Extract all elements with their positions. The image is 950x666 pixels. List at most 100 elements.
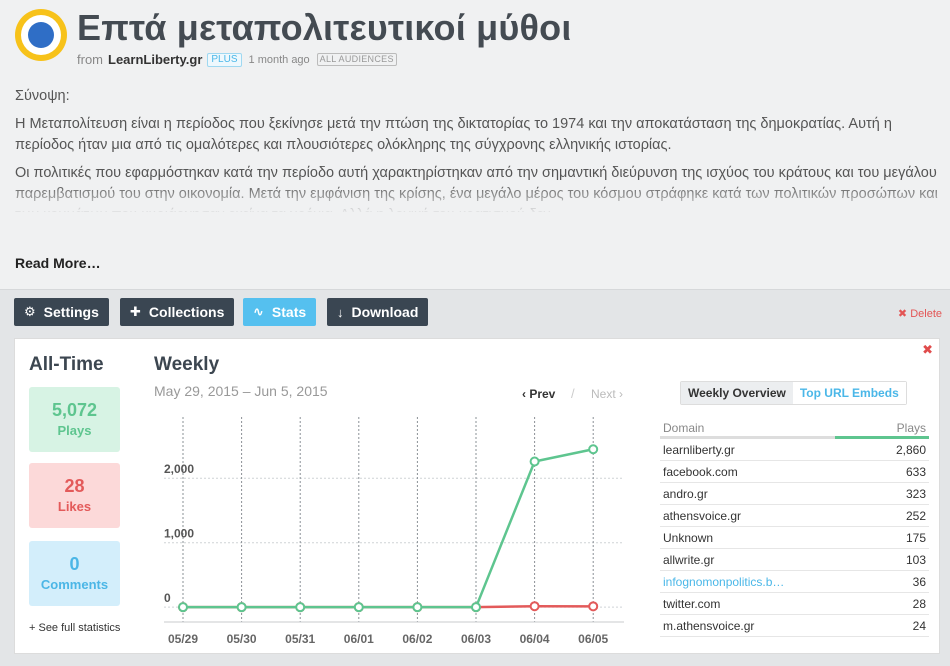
delete-label: Delete [910,308,942,320]
y-tick-label: 0 [164,591,171,605]
description-paragraph-2-wrap: Οι πολιτικές που εφαρμόστηκαν κατά την π… [15,163,940,212]
author-link[interactable]: LearnLiberty.gr [108,52,203,67]
data-point [588,444,599,455]
data-point [236,602,247,613]
domain-plays: 323 [905,487,926,501]
data-point [353,602,364,613]
channel-logo[interactable] [15,9,67,61]
description-heading: Σύνοψη: [15,88,70,104]
x-tick-label: 05/31 [285,632,315,646]
y-tick-label: 2,000 [164,462,194,476]
alltime-heading: All-Time [29,354,104,375]
gear-icon: ⚙ [24,304,36,319]
table-row: athensvoice.gr 252 [660,505,929,527]
col-plays: Plays [896,421,926,435]
domain-plays: 2,860 [895,443,926,457]
weekly-chart: 0 1,000 2,000 05/29 05/30 05/31 06/01 06/02 06/0… [164,417,624,646]
domain-name: allwrite.gr [663,553,715,567]
collections-label: Collections [148,304,225,320]
domain-name[interactable]: infognomonpolitics.b… [663,575,785,589]
col-domain: Domain [663,421,705,435]
download-button[interactable]: ↓ Download [327,298,429,326]
from-label: from [77,52,103,67]
x-tick-label: 06/02 [402,632,432,646]
table-row: facebook.com 633 [660,461,929,483]
weekly-heading: Weekly [154,354,220,375]
domain-name: twitter.com [663,597,721,611]
stats-label: Stats [271,304,307,320]
domain-name: Unknown [663,531,714,545]
domain-name: m.athensvoice.gr [663,619,755,633]
series-line-0 [183,448,594,609]
table-row: andro.gr 323 [660,483,929,505]
comments-label: Comments [40,577,109,592]
domain-table-header: Domain Plays [660,419,929,439]
x-tick-label: 05/30 [227,632,257,646]
data-point [471,602,481,613]
y-tick-label: 1,000 [164,527,194,541]
domain-plays: 633 [905,465,926,479]
domain-name: andro.gr [663,487,708,501]
domain-plays: 24 [912,619,926,633]
domain-rows: learnliberty.gr 2,860 facebook.com 633 andro… [660,439,929,637]
x-tick-label: 05/29 [168,632,198,646]
domain-plays: 36 [912,575,926,589]
likes-card: 28 Likes [29,463,120,528]
domain-plays: 28 [912,597,926,611]
domain-name: athensvoice.gr [663,509,742,523]
see-full-statistics-link[interactable]: + See full statistics [29,622,121,634]
comments-value: 0 [69,554,80,574]
plays-label: Plays [57,423,92,438]
table-row: learnliberty.gr 2,860 [660,439,929,461]
data-point [588,601,599,612]
description: Σύνοψη: Η Μεταπολίτευση είναι η περίοδος… [15,86,940,212]
table-row: allwrite.gr 103 [660,549,929,571]
plays-card: 5,072 Plays [29,387,120,452]
domain-table: Domain Plays learnliberty.gr 2,860 faceboo… [660,419,929,637]
comments-card: 0 Comments [29,541,120,606]
delete-icon: ✖ [897,308,908,320]
data-point [529,601,540,612]
plays-value: 5,072 [51,400,98,420]
table-row: Unknown 175 [660,527,929,549]
domain-plays: 175 [905,531,926,545]
collections-button[interactable]: ✚ Collections [120,298,235,326]
top-domain-share-bar [660,436,929,439]
data-point [295,602,306,613]
read-more-link[interactable]: Read More… [15,255,101,271]
data-point [529,456,540,467]
audience-badge: ALL AUDIENCES [316,53,397,66]
delete-button[interactable]: ✖ Delete [898,307,942,320]
stats-button[interactable]: ∿ Stats [243,298,317,326]
table-row: m.athensvoice.gr 24 [660,615,929,637]
data-point [412,602,423,613]
table-row: twitter.com 28 [660,593,929,615]
time-ago: 1 month ago [248,53,310,66]
pager-separator: / [571,386,575,401]
prev-week-link[interactable]: ‹ Prev [522,387,556,401]
likes-label: Likes [57,499,92,514]
tab-weekly-overview[interactable]: Weekly Overview [681,382,793,404]
x-tick-label: 06/01 [344,632,374,646]
x-tick-label: 06/04 [520,632,550,646]
date-range: May 29, 2015 – Jun 5, 2015 [154,383,328,399]
top-domain-share-fill [834,436,929,439]
likes-value: 28 [64,476,85,496]
page-title: Επτά μεταπολιτευτικοί μύθοι [77,7,572,48]
stats-icon: ∿ [253,304,264,319]
tab-top-url-embeds[interactable]: Top URL Embeds [792,382,906,404]
domain-plays: 103 [905,553,926,567]
x-tick-label: 06/05 [578,632,608,646]
stats-panel: ✖ All-Time 5,072 Plays 28 Likes 0 Commen… [14,338,940,654]
download-icon: ↓ [337,304,344,320]
next-week-link: Next › [591,387,624,401]
data-point [178,602,188,613]
plus-badge: PLUS [207,52,242,67]
plus-icon: ✚ [130,304,141,319]
download-label: Download [351,304,419,320]
media-header: Επτά μεταπολιτευτικοί μύθοι from LearnLi… [0,0,950,80]
settings-button[interactable]: ⚙ Settings [14,298,109,326]
media-meta: from LearnLiberty.gr PLUS 1 month ago AL… [77,52,397,67]
x-tick-label: 06/03 [461,632,491,646]
close-icon[interactable]: ✖ [922,342,933,357]
